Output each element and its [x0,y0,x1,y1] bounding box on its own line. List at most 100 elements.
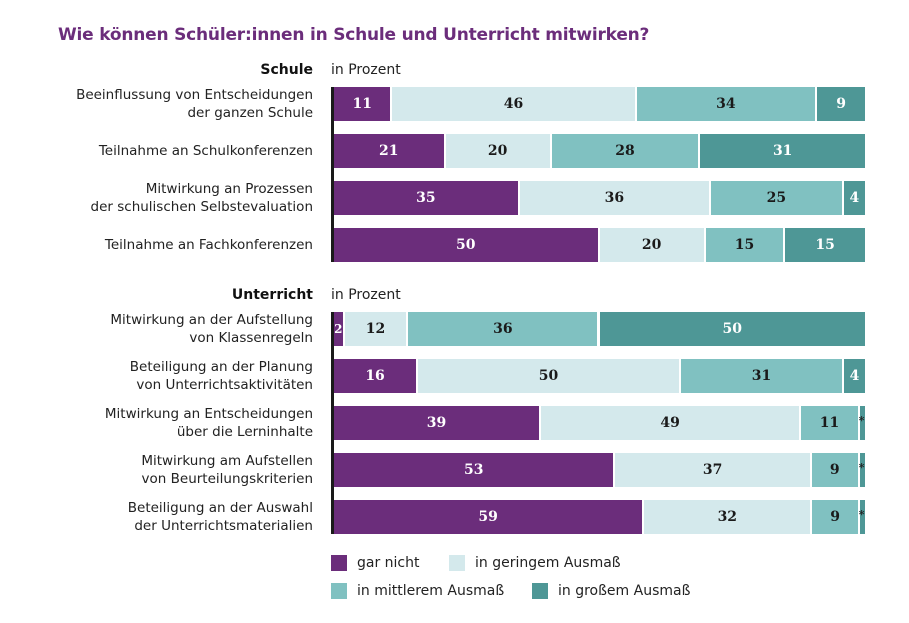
data-label: 50 [722,321,742,337]
bar-row: 2 12 36 50 [334,312,865,346]
bar-segment: 4 [843,359,865,393]
legend-label: in mittlerem Ausmaß [357,583,505,599]
legend-label: in geringem Ausmaß [475,555,621,571]
category-label: Teilnahme an Schulkonferenzen [0,142,313,160]
category-label-line: Mitwirkung am Aufstellen [141,453,313,469]
bar-segment: 9 [811,453,860,487]
legend: gar nicht in geringem Ausmaß in mittlere… [331,555,831,615]
data-label: 11 [819,415,840,431]
data-label: 12 [365,321,386,337]
bar-segment: 59 [334,500,645,534]
data-label: 11 [352,96,372,112]
bar-segment: 50 [599,312,865,346]
category-label-line: der Unterrichtsmaterialien [134,518,313,534]
data-label: 32 [717,509,738,525]
data-label: 49 [660,415,680,431]
bar-segment: 37 [615,453,812,487]
bar-segment: 12 [344,312,409,346]
data-label: 53 [463,462,484,478]
data-label: 39 [426,415,447,431]
bar-row: 53 37 9 * [334,453,865,487]
data-label: * [858,508,865,521]
bar-segment: * [858,453,865,487]
data-label: 4 [849,368,860,384]
bar-row: 21 20 28 31 [334,134,865,168]
legend-item-gar-nicht: gar nicht [331,555,420,571]
category-label-line: der ganzen Schule [187,105,313,121]
bar-row: 39 49 11 * [334,406,865,440]
category-label-line: Teilnahme an Schulkonferenzen [98,143,313,159]
bar-segment: * [858,500,865,534]
bar-segment: 36 [408,312,600,346]
bar-segment: 25 [711,181,844,215]
bar-segment: 36 [519,181,711,215]
data-label: 21 [379,143,399,159]
data-label: 36 [493,321,513,337]
category-label: Beteiligung an der Planung von Unterricht… [0,358,313,394]
data-label: 36 [604,190,625,206]
section-title: Unterricht [231,287,313,303]
bar-row: 50 20 15 15 [334,228,865,262]
legend-item-geringem: in geringem Ausmaß [449,555,621,571]
legend-swatch-geringem [449,555,465,571]
chart-title: Wie können Schüler:innen in Schule und U… [58,25,650,45]
bar-segment: 11 [334,87,393,121]
data-label: 4 [849,190,860,206]
bar-segment: 34 [636,87,818,121]
category-label: Mitwirkung an Prozessen der schulischen S… [0,180,313,216]
bar-row: 16 50 31 4 [334,359,865,393]
data-label: 37 [702,462,723,478]
bar-segment: 49 [541,406,802,440]
category-label-line: Beteiligung an der Auswahl [127,500,313,516]
bar-segment: 16 [334,359,419,393]
data-label: 31 [772,143,793,159]
unit-label: in Prozent [331,287,401,303]
bar-segment: 31 [700,134,865,168]
bar-segment: 53 [334,453,616,487]
category-label-line: Beeinflussung von Entscheidungen [76,87,313,103]
bar-segment: 46 [392,87,637,121]
category-label: Mitwirkung am Aufstellen von Beurteilungs… [0,452,313,488]
bar-segment: 50 [418,359,681,393]
bar-segment: 9 [812,500,860,534]
bar-segment: 2 [334,312,345,346]
bar-segment: 15 [705,228,786,262]
data-label: 20 [641,237,662,253]
data-label: 46 [503,96,524,112]
data-label: * [858,461,865,474]
bar-segment: 28 [551,134,701,168]
bar-segment: 31 [680,359,844,393]
bar-segment: 21 [334,134,446,168]
bar-segment: 9 [817,87,865,121]
category-label-line: von Klassenregeln [189,330,313,346]
bar-segment: 50 [334,228,600,262]
bar-segment: 4 [843,181,865,215]
category-label-line: Mitwirkung an Prozessen [145,181,313,197]
legend-label: gar nicht [357,555,420,571]
bar-segment: 20 [599,228,706,262]
data-label: 31 [751,368,772,384]
data-label: 9 [830,509,840,525]
data-label: 59 [478,509,498,525]
legend-label: in großem Ausmaß [558,583,691,599]
data-label: 25 [766,190,787,206]
axis-line [331,312,334,534]
data-label: 15 [734,237,755,253]
category-label: Beeinflussung von Entscheidungen der ganz… [0,86,313,122]
data-label: 16 [365,368,385,384]
category-label-line: Mitwirkung an Entscheidungen [104,406,313,422]
data-label: 20 [487,143,508,159]
category-label-line: von Unterrichtsaktivitäten [136,377,313,393]
category-label-line: von Beurteilungskriterien [141,471,313,487]
data-label: 2 [334,322,343,336]
legend-item-grossem: in großem Ausmaß [532,583,690,599]
legend-swatch-grossem [532,583,548,599]
legend-swatch-gar-nicht [331,555,347,571]
bar-segment: 39 [334,406,542,440]
category-label: Mitwirkung an der Aufstellung von Klassen… [0,311,313,347]
data-label: 15 [815,237,835,253]
data-label: 9 [836,96,846,112]
legend-swatch-mittlerem [331,583,347,599]
bar-segment: 20 [445,134,552,168]
data-label: * [858,414,865,427]
